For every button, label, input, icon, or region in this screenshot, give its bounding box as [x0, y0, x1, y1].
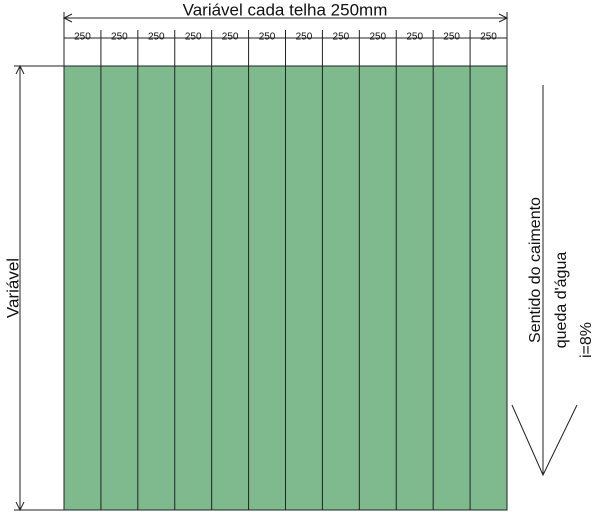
flow-label: i=8% — [578, 322, 595, 358]
flow-label: Sentido do caimento — [527, 197, 544, 343]
segment-label: 250 — [148, 32, 165, 43]
segment-label: 250 — [259, 32, 276, 43]
segment-label: 250 — [443, 32, 460, 43]
dimension-arrows — [15, 64, 25, 512]
segment-label: 250 — [369, 32, 386, 43]
top-dimension-label: Variável cada telha 250mm — [183, 0, 388, 19]
tile-dividers — [100, 66, 471, 510]
segment-label: 250 — [74, 32, 91, 43]
flow-label: queda d'água — [553, 252, 570, 349]
segment-label: 250 — [333, 32, 350, 43]
left-dimension-label: Variável — [3, 258, 22, 318]
segment-label: 250 — [185, 32, 202, 43]
segment-label: 250 — [480, 32, 497, 43]
flow-arrow-head — [511, 404, 578, 477]
segment-label: 250 — [222, 32, 239, 43]
segment-label: 250 — [111, 32, 128, 43]
segment-label: 250 — [296, 32, 313, 43]
segment-label: 250 — [406, 32, 423, 43]
